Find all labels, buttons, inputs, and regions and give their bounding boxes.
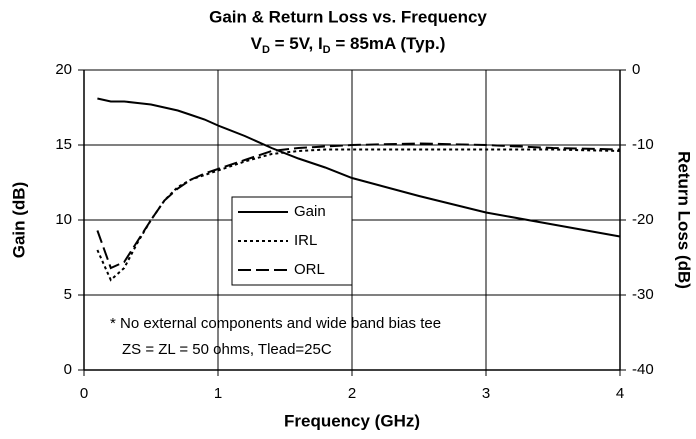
subtitle-part: = 85mA (Typ.) bbox=[331, 34, 446, 53]
x-axis-label: Frequency (GHz) bbox=[284, 411, 420, 430]
x-tick-label: 3 bbox=[482, 385, 490, 402]
legend-label: Gain bbox=[294, 203, 326, 220]
y2-tick-label: 0 bbox=[632, 61, 640, 78]
line-series bbox=[96, 142, 621, 270]
subtitle-part: = 5V, I bbox=[270, 34, 323, 53]
line-series bbox=[97, 97, 621, 238]
y2-axis-label: Return Loss (dB) bbox=[675, 151, 694, 289]
line-series bbox=[96, 148, 621, 282]
x-tick-label: 2 bbox=[348, 385, 356, 402]
subtitle-sub: D bbox=[262, 44, 270, 56]
y-tick-label: 20 bbox=[55, 61, 72, 78]
y2-tick-label: -40 bbox=[632, 361, 654, 378]
x-tick-label: 1 bbox=[214, 385, 222, 402]
y-tick-label: 5 bbox=[64, 286, 72, 303]
y2-tick-label: -30 bbox=[632, 286, 654, 303]
y2-tick-label: -20 bbox=[632, 211, 654, 228]
legend-label: IRL bbox=[294, 232, 317, 249]
annotation: * No external components and wide band b… bbox=[110, 315, 441, 332]
chart-subtitle: VD = 5V, ID = 85mA (Typ.) bbox=[251, 34, 446, 55]
y-axis-label: Gain (dB) bbox=[9, 182, 28, 259]
y-tick-label: 0 bbox=[64, 361, 72, 378]
y-tick-label: 15 bbox=[55, 136, 72, 153]
subtitle-sub: D bbox=[323, 44, 331, 56]
legend-label: ORL bbox=[294, 261, 325, 278]
y2-tick-label: -10 bbox=[632, 136, 654, 153]
chart-title: Gain & Return Loss vs. Frequency bbox=[209, 7, 487, 26]
x-tick-label: 4 bbox=[616, 385, 624, 402]
y-tick-label: 10 bbox=[55, 211, 72, 228]
subtitle-part: V bbox=[251, 34, 263, 53]
x-tick-label: 0 bbox=[80, 385, 88, 402]
annotation: ZS = ZL = 50 ohms, Tlead=25C bbox=[122, 341, 332, 358]
